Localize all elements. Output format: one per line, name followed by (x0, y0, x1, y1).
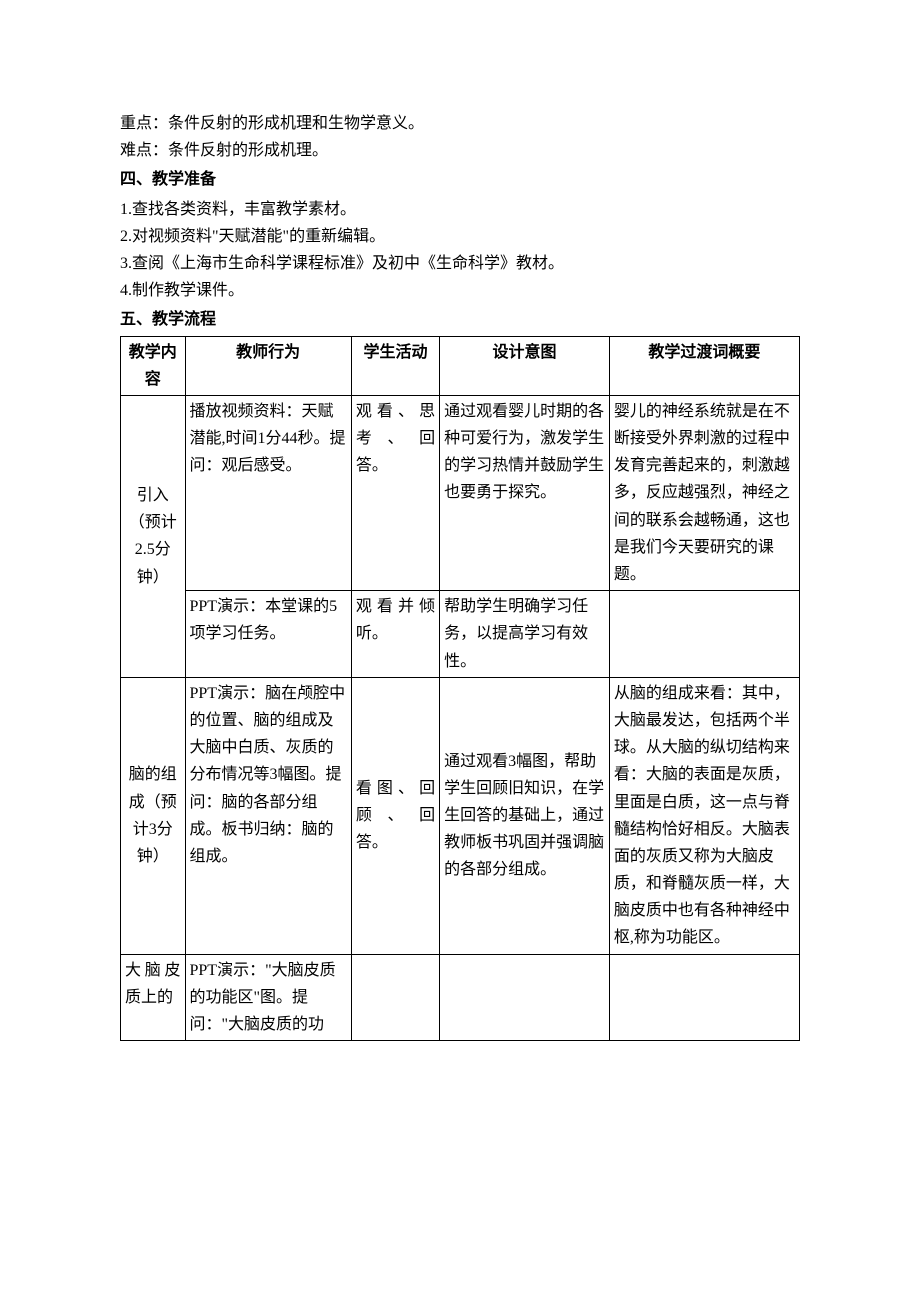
th-intent: 设计意图 (440, 336, 610, 395)
cell-student: 观看、思考、回答。 (351, 395, 439, 590)
cell-transition: 婴儿的神经系统就是在不断接受外界刺激的过程中发育完善起来的，刺激越多，反应越强烈… (609, 395, 799, 590)
cell-transition (609, 954, 799, 1041)
th-teacher: 教师行为 (185, 336, 351, 395)
page: 重点：条件反射的形成机理和生物学意义。 难点：条件反射的形成机理。 四、教学准备… (0, 0, 920, 1101)
table-row: 引入（预计2.5分钟） 播放视频资料：天赋潜能,时间1分44秒。提问：观后感受。… (121, 395, 800, 590)
section5-title: 五、教学流程 (120, 306, 800, 333)
th-student: 学生活动 (351, 336, 439, 395)
section4-item-1: 1.查找各类资料，丰富教学素材。 (120, 196, 800, 223)
section4-title: 四、教学准备 (120, 166, 800, 193)
table-row: PPT演示：本堂课的5项学习任务。 观看并倾听。 帮助学生明确学习任务，以提高学… (121, 591, 800, 678)
table-row: 脑的组成（预计3分钟） PPT演示：脑在颅腔中的位置、脑的组成及大脑中白质、灰质… (121, 677, 800, 954)
intro-line-2: 难点：条件反射的形成机理。 (120, 137, 800, 164)
cell-teacher: 播放视频资料：天赋潜能,时间1分44秒。提问：观后感受。 (185, 395, 351, 590)
table-row: 大脑皮质上的 PPT演示："大脑皮质的功能区"图。提问："大脑皮质的功 (121, 954, 800, 1041)
cell-content: 引入（预计2.5分钟） (121, 395, 186, 677)
cell-intent (440, 954, 610, 1041)
cell-student (351, 954, 439, 1041)
cell-teacher: PPT演示：脑在颅腔中的位置、脑的组成及大脑中白质、灰质的分布情况等3幅图。提问… (185, 677, 351, 954)
cell-intent: 帮助学生明确学习任务，以提高学习有效性。 (440, 591, 610, 678)
th-transition: 教学过渡词概要 (609, 336, 799, 395)
cell-transition: 从脑的组成来看：其中，大脑最发达，包括两个半球。从大脑的纵切结构来看：大脑的表面… (609, 677, 799, 954)
section4-item-2: 2.对视频资料"天赋潜能"的重新编辑。 (120, 223, 800, 250)
cell-intent: 通过观看3幅图，帮助学生回顾旧知识，在学生回答的基础上，通过教师板书巩固并强调脑… (440, 677, 610, 954)
teaching-flow-table: 教学内容 教师行为 学生活动 设计意图 教学过渡词概要 引入（预计2.5分钟） … (120, 336, 800, 1042)
cell-student: 观看并倾听。 (351, 591, 439, 678)
cell-teacher: PPT演示："大脑皮质的功能区"图。提问："大脑皮质的功 (185, 954, 351, 1041)
cell-teacher: PPT演示：本堂课的5项学习任务。 (185, 591, 351, 678)
cell-content: 脑的组成（预计3分钟） (121, 677, 186, 954)
cell-student: 看图、回顾、回答。 (351, 677, 439, 954)
section4-item-3: 3.查阅《上海市生命科学课程标准》及初中《生命科学》教材。 (120, 250, 800, 277)
th-content: 教学内容 (121, 336, 186, 395)
table-header-row: 教学内容 教师行为 学生活动 设计意图 教学过渡词概要 (121, 336, 800, 395)
cell-content: 大脑皮质上的 (121, 954, 186, 1041)
intro-line-1: 重点：条件反射的形成机理和生物学意义。 (120, 110, 800, 137)
cell-intent: 通过观看婴儿时期的各种可爱行为，激发学生的学习热情并鼓励学生也要勇于探究。 (440, 395, 610, 590)
cell-transition (609, 591, 799, 678)
section4-item-4: 4.制作教学课件。 (120, 277, 800, 304)
